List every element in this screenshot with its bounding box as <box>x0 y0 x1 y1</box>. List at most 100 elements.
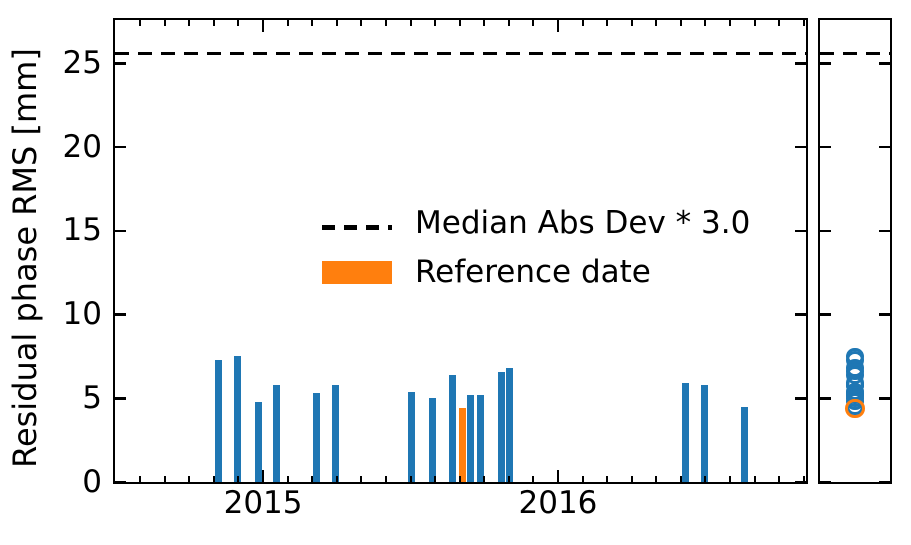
axis-tick <box>795 480 806 484</box>
axis-tick <box>139 20 142 26</box>
axis-tick <box>820 397 831 400</box>
axis-tick <box>532 476 535 482</box>
axis-tick <box>261 470 265 482</box>
axis-tick <box>434 20 437 26</box>
reference-scatter-point <box>845 398 865 419</box>
axis-tick <box>655 476 658 482</box>
axis-tick <box>820 313 831 316</box>
bar <box>214 359 222 482</box>
axis-tick <box>820 229 831 233</box>
y-tick-label: 15 <box>62 212 102 249</box>
axis-tick <box>188 20 191 26</box>
axis-tick <box>581 20 584 26</box>
axis-tick <box>311 20 314 26</box>
bar <box>234 356 242 482</box>
axis-tick <box>704 476 707 482</box>
axis-tick <box>115 480 126 484</box>
color-swatch-icon <box>322 261 392 284</box>
axis-tick <box>360 476 363 482</box>
axis-tick <box>581 476 584 482</box>
axis-tick <box>115 229 126 233</box>
axis-tick <box>879 480 890 484</box>
axis-tick <box>384 476 387 482</box>
axis-tick <box>434 476 437 482</box>
axis-tick <box>753 20 756 26</box>
axis-tick <box>409 20 412 26</box>
bar <box>254 401 262 482</box>
axis-tick <box>384 20 387 26</box>
axis-tick <box>483 476 486 482</box>
bar <box>740 406 748 482</box>
threshold-line <box>115 51 806 56</box>
axis-tick <box>261 20 265 32</box>
bar <box>506 368 514 482</box>
bar <box>681 383 689 482</box>
y-tick-label: 5 <box>82 379 102 416</box>
axis-tick <box>802 476 805 482</box>
bar <box>467 394 475 482</box>
bar <box>428 398 436 482</box>
axis-tick <box>458 476 461 482</box>
axis-tick <box>556 20 560 32</box>
bar <box>408 391 416 482</box>
main-plot <box>112 17 808 484</box>
axis-tick <box>679 476 682 482</box>
axis-tick <box>820 145 831 149</box>
axis-tick <box>795 229 806 233</box>
axis-tick <box>679 20 682 26</box>
bar <box>448 374 456 482</box>
axis-tick <box>879 313 890 316</box>
threshold-line <box>820 51 890 56</box>
axis-tick <box>163 20 166 26</box>
axis-tick <box>237 20 240 26</box>
axis-tick <box>556 470 560 482</box>
axis-tick <box>188 476 191 482</box>
axis-tick <box>729 20 731 26</box>
scatter-point <box>846 376 864 394</box>
legend-label: Reference date <box>415 254 651 290</box>
y-tick-label: 0 <box>82 463 102 500</box>
axis-tick <box>115 313 126 316</box>
axis-tick <box>507 20 510 26</box>
axis-tick <box>879 62 890 65</box>
dashed-line-icon <box>322 225 392 230</box>
axis-tick <box>507 476 510 482</box>
axis-tick <box>795 313 806 316</box>
axis-tick <box>879 397 890 400</box>
axis-tick <box>630 476 633 482</box>
axis-tick <box>115 62 126 65</box>
axis-tick <box>778 476 781 482</box>
bar <box>497 371 505 482</box>
axis-tick <box>704 20 707 26</box>
axis-tick <box>360 20 363 26</box>
axis-tick <box>311 476 314 482</box>
x-tick-label: 2015 <box>223 485 303 521</box>
axis-tick <box>879 229 890 233</box>
legend-label: Median Abs Dev * 3.0 <box>415 205 751 241</box>
axis-tick <box>286 20 289 26</box>
axis-tick <box>237 476 240 482</box>
axis-tick <box>409 476 412 482</box>
axis-tick <box>532 20 535 26</box>
axis-tick <box>795 397 806 400</box>
y-tick-label: 25 <box>62 45 102 82</box>
axis-tick <box>606 20 609 26</box>
bar <box>273 384 281 482</box>
x-tick-label: 2016 <box>518 485 598 521</box>
axis-tick <box>606 476 609 482</box>
bar <box>476 394 484 482</box>
y-tick-label: 10 <box>62 296 102 333</box>
axis-tick <box>163 476 166 482</box>
axis-tick <box>820 62 831 65</box>
reference-bar <box>458 408 466 482</box>
bar <box>701 384 709 482</box>
axis-tick <box>212 20 215 26</box>
axis-tick <box>139 476 142 482</box>
axis-tick <box>115 397 126 400</box>
axis-tick <box>795 62 806 65</box>
axis-tick <box>286 476 289 482</box>
axis-tick <box>630 20 633 26</box>
axis-tick <box>212 476 215 482</box>
axis-tick <box>778 20 781 26</box>
